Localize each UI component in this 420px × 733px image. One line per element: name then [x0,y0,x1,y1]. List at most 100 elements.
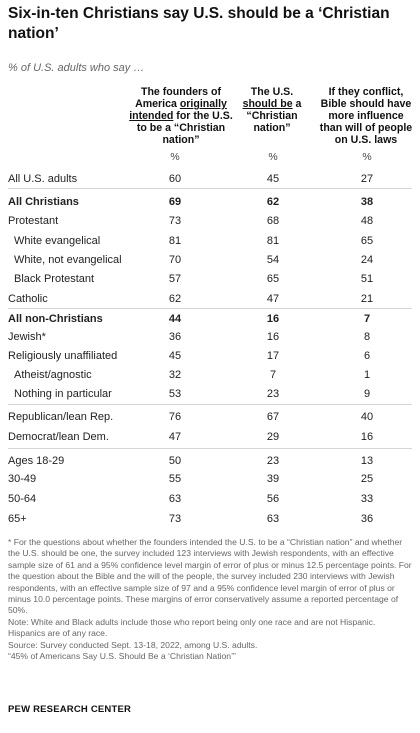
table-row: Republican/lean Rep. 76 67 40 [0,408,420,428]
cell-value-col-3: 25 [360,473,374,485]
cell-value-col-3: 1 [363,369,371,381]
cell-value-col-2: 68 [266,215,280,227]
cell-value-col-3: 24 [360,254,374,266]
cell-value-col-1: 60 [168,173,182,185]
table-row: 65+ 73 63 36 [0,510,420,530]
table-row: Ages 18-29 50 23 13 [0,452,420,472]
cell-value-col-1: 70 [168,254,182,266]
cell-value-col-3: 65 [360,235,374,247]
row-label: Protestant [8,215,59,227]
cell-value-col-3: 7 [363,313,371,325]
row-label: Democrat/lean Dem. [8,431,109,443]
cell-value-col-3: 6 [363,350,371,362]
table-row: Jewish* 36 16 8 [0,328,420,348]
row-label: Jewish* [8,331,46,343]
cell-value-col-2: 17 [266,350,280,362]
chart-title: Six-in-ten Christians say U.S. should be… [8,5,390,42]
cell-value-col-2: 16 [266,331,280,343]
cell-value-col-1: 57 [168,273,182,285]
cell-value-col-2: 45 [266,173,280,185]
report-title: “45% of Americans Say U.S. Should Be a ‘… [8,651,236,662]
cell-value-col-2: 62 [266,196,280,208]
note: Note: White and Black adults include tho… [8,616,376,639]
cell-value-col-2: 39 [266,473,280,485]
row-label: Ages 18-29 [8,455,65,467]
cell-value-col-3: 36 [360,513,374,525]
cell-value-col-3: 33 [360,493,374,505]
column-header-founders-pre: The founders of America [135,86,222,110]
row-label: Catholic [8,293,48,305]
row-label: All U.S. adults [8,173,78,185]
cell-value-col-1: 36 [168,331,182,343]
chart-subtitle: % of U.S. adults who say … [8,62,145,74]
table-row: All U.S. adults 60 45 27 [0,170,420,190]
cell-value-col-3: 51 [360,273,374,285]
column-header-bible: If they conflict, Bible should have more… [316,86,416,146]
column-header-founders-emph: originally intended [129,98,227,122]
cell-value-col-1: 63 [168,493,182,505]
row-label: Atheist/agnostic [14,369,92,381]
cell-value-col-1: 76 [168,411,182,423]
table-row: Black Protestant 57 65 51 [0,270,420,290]
cell-value-col-2: 23 [266,388,280,400]
cell-value-col-2: 16 [266,313,280,325]
unit-label-col-2: % [268,151,278,163]
column-header-should-be: The U.S. should be a “Christian nation” [240,86,304,134]
cell-value-col-1: 45 [168,350,182,362]
table-row: Democrat/lean Dem. 47 29 16 [0,428,420,448]
row-label: Black Protestant [14,273,95,285]
table-row: All non-Christians 44 16 7 [0,310,420,330]
cell-value-col-2: 65 [266,273,280,285]
cell-value-col-3: 27 [360,173,374,185]
cell-value-col-1: 53 [168,388,182,400]
cell-value-col-2: 7 [269,369,277,381]
cell-value-col-3: 16 [360,431,374,443]
cell-value-col-1: 55 [168,473,182,485]
cell-value-col-3: 13 [360,455,374,467]
cell-value-col-3: 40 [360,411,374,423]
table-row: All Christians 69 62 38 [0,193,420,213]
table-row: 50-64 63 56 33 [0,490,420,510]
row-label: Republican/lean Rep. [8,411,114,423]
row-label: All Christians [8,196,79,208]
cell-value-col-1: 69 [168,196,182,208]
column-header-should-be-post: a “Christian nation” [246,98,302,134]
cell-value-col-3: 21 [360,293,374,305]
unit-label-col-3: % [362,151,372,163]
cell-value-col-1: 81 [168,235,182,247]
cell-value-col-1: 73 [168,513,182,525]
column-header-founders-post: for the U.S. to be a “Christian nation” [136,110,233,146]
row-label: 65+ [8,513,27,525]
column-header-bible-pre: If they conflict, Bible should have more… [319,86,413,146]
source: Source: Survey conducted Sept. 13-18, 20… [8,639,258,650]
cell-value-col-2: 54 [266,254,280,266]
column-header-founders: The founders of America originally inten… [128,86,234,146]
row-label: All non-Christians [8,313,103,325]
table-row: White evangelical 81 81 65 [0,232,420,252]
cell-value-col-1: 50 [168,455,182,467]
cell-value-col-2: 23 [266,455,280,467]
table-row: Catholic 62 47 21 [0,290,420,310]
row-label: Nothing in particular [14,388,112,400]
row-label: Religiously unaffiliated [8,350,118,362]
unit-label-col-1: % [170,151,180,163]
row-label: 50-64 [8,493,37,505]
table-row: White, not evangelical 70 54 24 [0,251,420,271]
row-label: White, not evangelical [14,254,122,266]
group-separator [8,188,412,189]
cell-value-col-3: 38 [360,196,374,208]
cell-value-col-1: 32 [168,369,182,381]
cell-value-col-1: 62 [168,293,182,305]
footnote: * For the questions about whether the fo… [8,537,412,616]
group-separator [8,308,412,309]
cell-value-col-3: 8 [363,331,371,343]
cell-value-col-1: 73 [168,215,182,227]
table-row: Nothing in particular 53 23 9 [0,385,420,405]
row-label: 30-49 [8,473,37,485]
table-row: Protestant 73 68 48 [0,212,420,232]
cell-value-col-2: 67 [266,411,280,423]
table-row: Atheist/agnostic 32 7 1 [0,366,420,386]
cell-value-col-1: 47 [168,431,182,443]
group-separator [8,404,412,405]
